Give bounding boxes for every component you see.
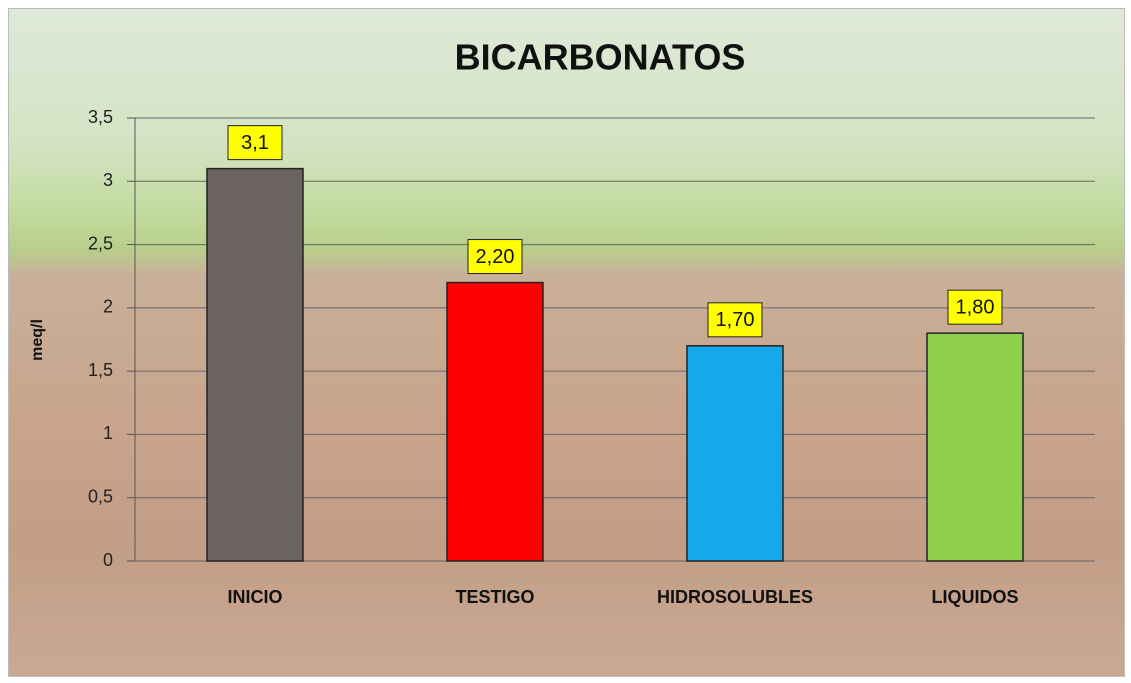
y-tick-label: 2 bbox=[103, 297, 113, 317]
y-tick-label: 2,5 bbox=[88, 233, 113, 253]
x-tick-label: INICIO bbox=[227, 587, 282, 607]
y-tick-label: 0,5 bbox=[88, 486, 113, 506]
y-tick-label: 1,5 bbox=[88, 360, 113, 380]
chart: BICARBONATOS meq/l 0 0,5 1 1,5 2 2,5 3 3,5 INICI… bbox=[0, 0, 1131, 683]
y-tick-label: 1 bbox=[103, 423, 113, 443]
x-tick-label: HIDROSOLUBLES bbox=[657, 587, 813, 607]
chart-title: BICARBONATOS bbox=[455, 37, 746, 78]
bar bbox=[687, 346, 783, 561]
x-tick-label: TESTIGO bbox=[455, 587, 534, 607]
bar bbox=[207, 169, 303, 561]
y-tick-label: 3 bbox=[103, 170, 113, 190]
value-label: 3,1 bbox=[241, 132, 269, 154]
value-label: 1,80 bbox=[956, 296, 995, 318]
y-axis-label: meq/l bbox=[29, 319, 46, 361]
y-tick-label: 3,5 bbox=[88, 107, 113, 127]
x-tick-label: LIQUIDOS bbox=[931, 587, 1018, 607]
value-label: 2,20 bbox=[476, 246, 515, 268]
value-label: 1,70 bbox=[716, 309, 755, 331]
bar bbox=[447, 283, 543, 561]
y-tick-label: 0 bbox=[103, 550, 113, 570]
page: BICARBONATOS meq/l 0 0,5 1 1,5 2 2,5 3 3,5 INICI… bbox=[0, 0, 1131, 683]
bar bbox=[927, 333, 1023, 561]
